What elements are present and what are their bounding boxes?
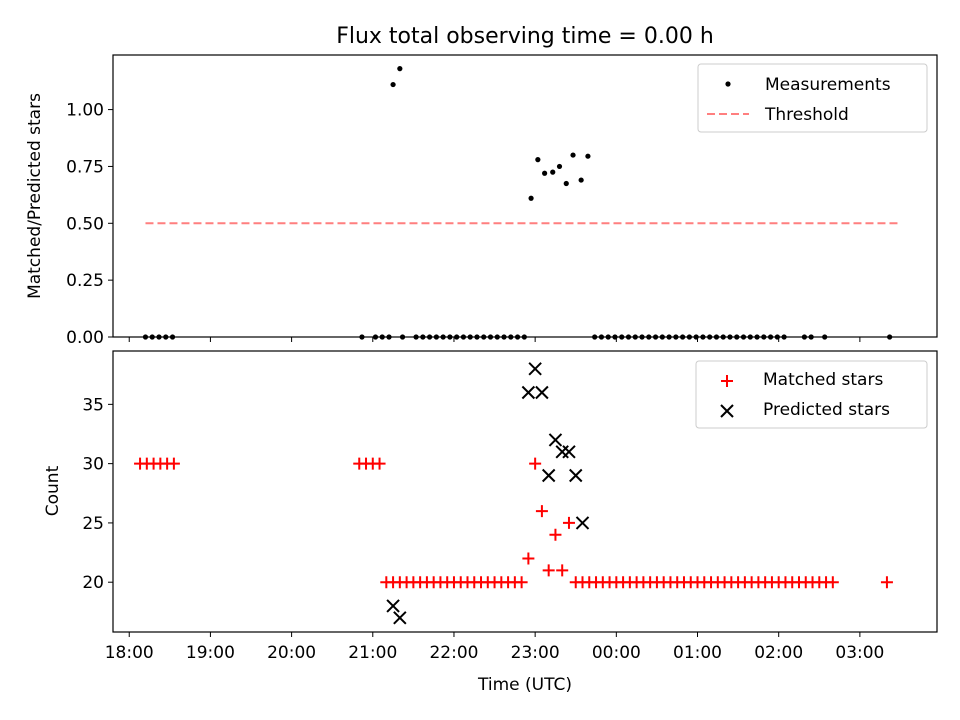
matched-star-point — [529, 457, 542, 470]
top-legend: Measurements Threshold — [697, 63, 928, 133]
x-tick-label: 01:00 — [673, 643, 722, 663]
matched-stars-legend-label: Matched stars — [763, 370, 883, 390]
measurement-point — [528, 195, 534, 201]
matched-star-point — [542, 564, 555, 577]
matched-star-point — [167, 457, 180, 470]
bottom-y-tick-label: 20 — [82, 573, 104, 593]
bottom-panel-frame — [112, 350, 938, 633]
measurement-point — [556, 163, 563, 170]
measurement-point — [550, 169, 556, 175]
bottom-panel: 20 25 30 35 18:00 19:00 20:00 21:00 22:00 23:00 0… — [43, 350, 938, 695]
bottom-panel-marks — [134, 362, 893, 625]
bottom-legend-box — [695, 360, 928, 429]
top-legend-box — [697, 63, 928, 133]
matched-star-point — [556, 564, 569, 577]
bottom-y-tick-label: 25 — [82, 514, 104, 534]
matched-star-point — [562, 516, 575, 529]
top-y-label: Matched/Predicted stars — [25, 93, 45, 299]
matched-star-point — [826, 576, 839, 589]
measurement-point — [542, 170, 548, 176]
bottom-y-label: Count — [43, 465, 63, 516]
predicted-star-point — [541, 468, 556, 483]
top-y-tick-label: 1.00 — [66, 101, 104, 121]
x-tick-label: 20:00 — [267, 643, 316, 663]
measurement-point — [563, 180, 569, 187]
bottom-panel-y-axis: 20 25 30 35 — [82, 395, 113, 593]
bottom-legend: Matched stars Predicted stars — [695, 360, 928, 429]
predicted-star-point — [535, 385, 549, 400]
predicted-star-point — [393, 611, 407, 625]
matched-star-point — [515, 576, 528, 589]
top-panel-frame — [112, 54, 938, 338]
top-y-tick-label: 0.00 — [66, 328, 104, 348]
bottom-y-tick-label: 35 — [82, 395, 104, 415]
top-y-tick-label: 0.75 — [66, 157, 104, 177]
predicted-star-point — [521, 385, 536, 400]
measurement-point — [578, 177, 584, 183]
x-tick-label: 19:00 — [186, 643, 235, 663]
predicted-stars-legend-label: Predicted stars — [763, 400, 890, 420]
predicted-stars-legend-marker — [720, 404, 734, 418]
predicted-star-point — [555, 445, 569, 459]
matched-star-point — [535, 505, 548, 518]
chart-title: Flux total observing time = 0.00 h — [336, 24, 714, 49]
matched-star-point — [522, 552, 535, 565]
x-tick-label: 03:00 — [835, 643, 884, 663]
x-tick-label: 00:00 — [592, 643, 641, 663]
top-panel-y-axis: 0.00 0.25 0.50 0.75 1.00 — [66, 101, 113, 348]
x-tick-label: 23:00 — [511, 643, 560, 663]
matched-stars-legend-marker — [721, 375, 733, 387]
predicted-star-point — [548, 433, 563, 447]
predicted-star-point — [575, 516, 590, 530]
measurements-legend-label: Measurements — [765, 75, 891, 95]
predicted-star-point — [569, 468, 583, 483]
matched-star-point — [549, 528, 562, 541]
bottom-panel-x-axis: 18:00 19:00 20:00 21:00 22:00 23:00 00:00 01:00… — [105, 632, 884, 663]
threshold-legend-label: Threshold — [764, 105, 849, 125]
x-axis-label: Time (UTC) — [477, 675, 572, 695]
x-tick-label: 21:00 — [348, 643, 397, 663]
measurement-point — [397, 66, 403, 72]
measurement-point — [390, 81, 396, 88]
measurement-point — [585, 153, 591, 159]
predicted-star-point — [528, 362, 542, 376]
measurement-point — [570, 152, 576, 158]
matched-star-point — [880, 576, 893, 589]
bottom-y-tick-label: 30 — [82, 455, 104, 475]
top-y-tick-label: 0.25 — [66, 271, 104, 291]
predicted-star-point — [386, 599, 400, 613]
measurement-point — [535, 157, 541, 163]
top-y-tick-label: 0.50 — [66, 214, 104, 234]
predicted-star-point — [562, 445, 576, 459]
measurements-legend-marker — [725, 81, 731, 87]
top-panel: 0.00 0.25 0.50 0.75 1.00 Matched/Predicted s… — [25, 54, 938, 348]
top-panel-x-ticks — [128, 337, 861, 342]
x-tick-label: 02:00 — [754, 643, 803, 663]
x-tick-label: 18:00 — [105, 643, 154, 663]
x-tick-label: 22:00 — [429, 643, 478, 663]
matched-star-point — [373, 457, 386, 470]
